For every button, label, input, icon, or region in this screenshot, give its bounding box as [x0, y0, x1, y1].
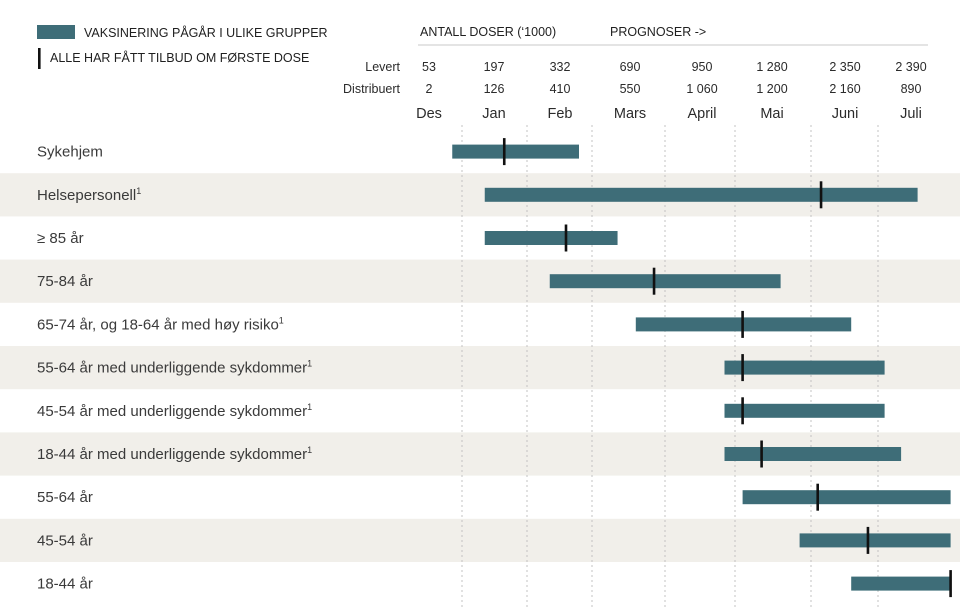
row-label-footnote: 1 [279, 315, 284, 325]
legend-marker-label: ALLE HAR FÅTT TILBUD OM FØRSTE DOSE [50, 50, 309, 65]
vaccination-bar [742, 490, 951, 505]
first-dose-marker [564, 224, 568, 252]
vaccination-bar [851, 576, 951, 591]
dose-value: 332 [550, 60, 571, 74]
vaccination-bar [549, 274, 781, 289]
dose-value: 197 [484, 60, 505, 74]
dose-value: 53 [422, 60, 436, 74]
first-dose-marker [741, 310, 744, 338]
row-label: 75-84 år [37, 273, 93, 290]
row-label-footnote: 1 [307, 445, 312, 455]
dose-table: Levert 53 197 332 690 950 1 280 2 350 2 390 Distr… [343, 60, 927, 96]
month-label: Mai [760, 106, 783, 122]
vaccination-bar [724, 360, 885, 375]
row-label: 55-64 år [37, 489, 93, 506]
dose-value: 2 350 [829, 60, 860, 74]
doses-title: ANTALL DOSER (‘1000) [420, 25, 556, 39]
row-label-footnote: 1 [307, 359, 312, 369]
vaccination-bar [724, 447, 902, 461]
row-label-footnote: 1 [307, 402, 312, 412]
legend-bar-swatch [37, 25, 75, 39]
first-dose-marker [502, 138, 506, 166]
row-label: 45-54 år [37, 532, 93, 549]
month-label: April [687, 106, 716, 122]
dose-value: 126 [484, 82, 505, 96]
dose-value: 890 [901, 82, 922, 96]
row-label: ≥ 85 år [37, 230, 84, 247]
month-labels: Des Jan Feb Mars April Mai Juni Juli [416, 106, 922, 122]
row-label: Helsepersonell1 [37, 186, 141, 204]
dose-value: 1 060 [686, 82, 717, 96]
first-dose-marker [816, 483, 819, 511]
vaccination-bar [724, 403, 885, 418]
first-dose-marker [741, 354, 744, 382]
row-label: 55-64 år med underliggende sykdommer1 [37, 359, 312, 377]
row-label: 65-74 år, og 18-64 år med høy risiko1 [37, 315, 284, 333]
dose-row-label: Distribuert [343, 82, 400, 96]
row-label: 45-54 år med underliggende sykdommer1 [37, 402, 312, 420]
dose-value: 690 [620, 60, 641, 74]
dose-value: 1 200 [756, 82, 787, 96]
vaccination-bar [452, 144, 579, 159]
vaccination-bar [799, 533, 951, 548]
legend-marker-swatch [38, 48, 41, 69]
month-label: Juni [832, 106, 859, 122]
first-dose-marker [819, 181, 823, 209]
first-dose-marker [652, 267, 656, 295]
legend-bar-label: VAKSINERING PÅGÅR I ULIKE GRUPPER [84, 25, 328, 40]
month-label: Jan [482, 106, 505, 122]
legend: VAKSINERING PÅGÅR I ULIKE GRUPPER ALLE H… [37, 25, 328, 69]
forecast-title: PROGNOSER -> [610, 25, 706, 39]
month-label: Feb [548, 106, 573, 122]
vaccination-bar [484, 187, 918, 202]
dose-value: 2 [426, 82, 433, 96]
month-label: Juli [900, 106, 922, 122]
row-stripe [0, 259, 960, 303]
row-labels: Sykehjem Helsepersonell1 ≥ 85 år 75-84 år 65… [37, 144, 312, 593]
dose-row-label: Levert [365, 60, 400, 74]
row-label: 18-44 år med underliggende sykdommer1 [37, 445, 312, 463]
month-label: Des [416, 106, 442, 122]
month-label: Mars [614, 106, 646, 122]
dose-value: 2 160 [829, 82, 860, 96]
first-dose-markers [502, 138, 952, 598]
row-label: 18-44 år [37, 576, 93, 593]
dose-value: 410 [550, 82, 571, 96]
dose-value: 1 280 [756, 60, 787, 74]
vaccination-bar [484, 231, 618, 245]
first-dose-marker [760, 440, 763, 468]
first-dose-marker [949, 570, 952, 598]
row-label-footnote: 1 [136, 186, 141, 196]
first-dose-marker [741, 397, 744, 425]
row-stripes [0, 173, 960, 562]
row-label: Sykehjem [37, 144, 103, 161]
first-dose-marker [866, 526, 870, 554]
dose-value: 550 [620, 82, 641, 96]
header: ANTALL DOSER (‘1000) PROGNOSER -> [418, 25, 928, 46]
dose-value: 950 [692, 60, 713, 74]
dose-value: 2 390 [895, 60, 926, 74]
